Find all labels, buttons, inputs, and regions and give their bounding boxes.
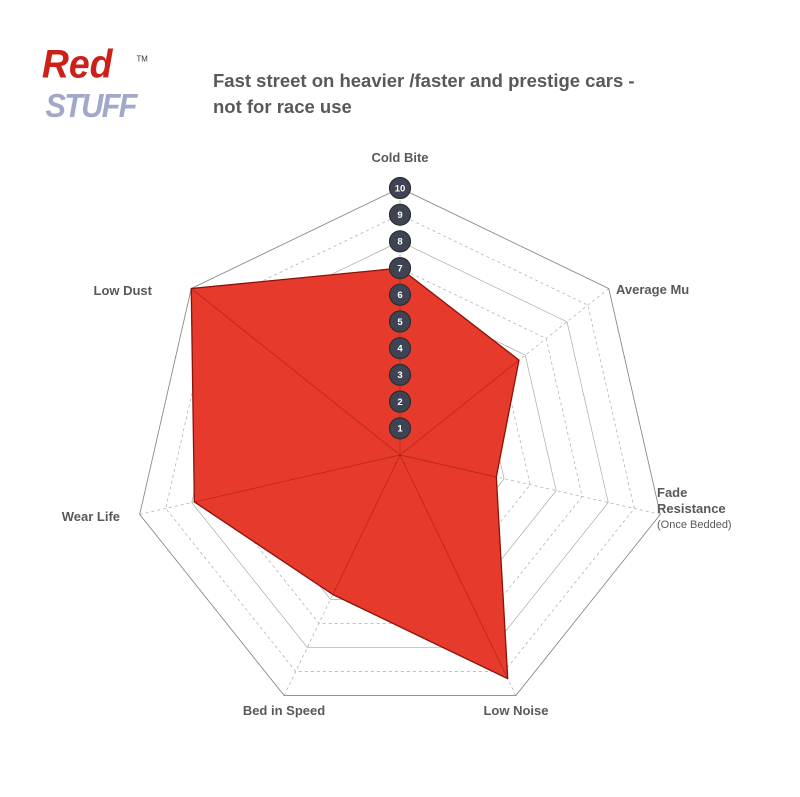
svg-text:STUFF: STUFF: [45, 87, 138, 124]
svg-text:3: 3: [397, 370, 402, 381]
svg-text:5: 5: [397, 317, 403, 328]
svg-text:1: 1: [397, 424, 403, 435]
svg-text:Red: Red: [42, 43, 114, 87]
svg-text:9: 9: [397, 210, 402, 221]
svg-text:8: 8: [397, 237, 402, 248]
svg-text:2: 2: [397, 397, 402, 408]
svg-text:TM: TM: [136, 55, 147, 64]
svg-text:10: 10: [395, 183, 406, 194]
svg-text:4: 4: [397, 344, 403, 355]
svg-text:6: 6: [397, 290, 402, 301]
svg-text:7: 7: [397, 263, 402, 274]
